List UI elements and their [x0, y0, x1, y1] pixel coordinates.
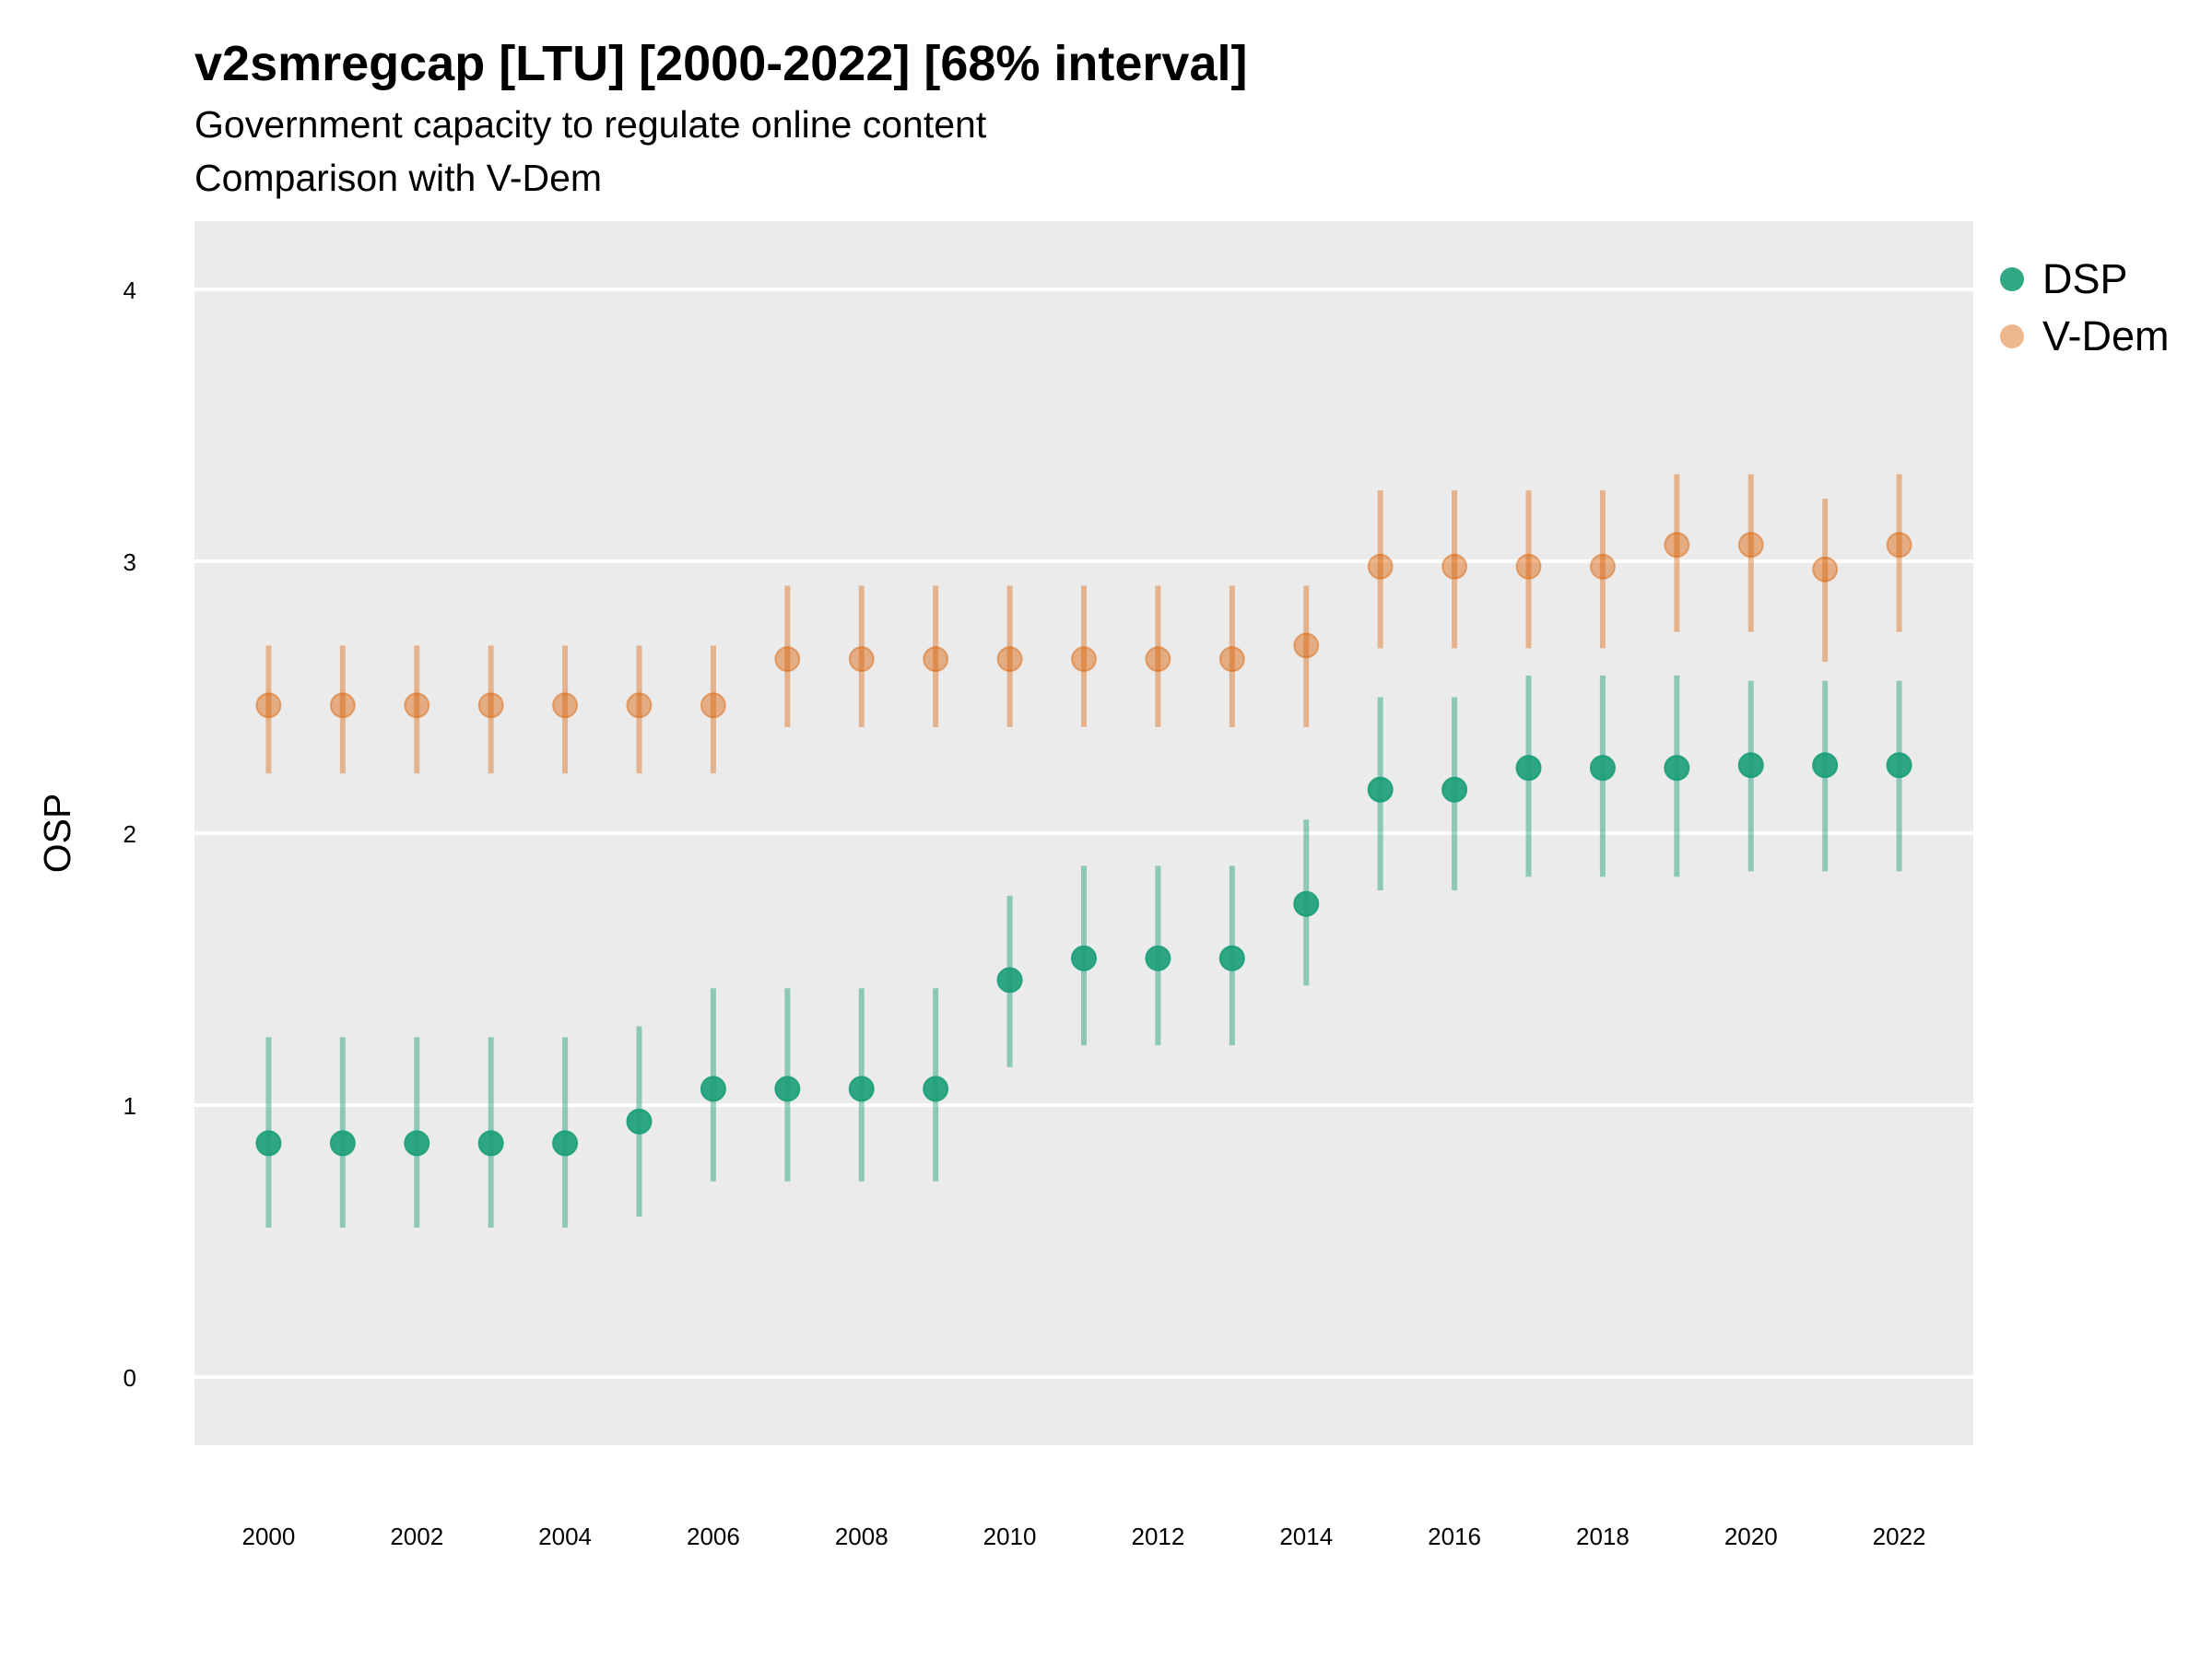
legend-marker-dsp [2000, 267, 2024, 291]
point-dsp-2016 [1441, 776, 1468, 803]
x-tick-label-2006: 2006 [687, 1523, 740, 1550]
point-vdem-2000 [255, 692, 282, 719]
point-dsp-2012 [1145, 945, 1171, 971]
x-tick-label-2002: 2002 [390, 1523, 443, 1550]
point-dsp-2000 [255, 1130, 282, 1157]
point-dsp-2006 [700, 1076, 726, 1102]
grid-lines [194, 287, 1973, 1380]
x-tick-label-2000: 2000 [241, 1523, 295, 1550]
point-dsp-2001 [329, 1130, 356, 1157]
point-vdem-2016 [1441, 553, 1468, 580]
point-dsp-2014 [1293, 890, 1320, 917]
point-vdem-2006 [700, 692, 726, 719]
chart-subtitle-comparison: Comparison with V-Dem [194, 157, 603, 199]
point-dsp-2019 [1664, 755, 1690, 782]
point-vdem-2020 [1737, 532, 1764, 559]
point-vdem-2008 [848, 646, 875, 673]
point-dsp-2005 [626, 1108, 653, 1135]
legend-label-vdem: V-Dem [2042, 312, 2170, 359]
legend: DSP V-Dem [2000, 251, 2170, 365]
point-vdem-2018 [1589, 553, 1616, 580]
point-vdem-2004 [552, 692, 579, 719]
point-vdem-2019 [1664, 532, 1690, 559]
y-axis-ticks: 0 1 2 3 4 [124, 276, 136, 1392]
y-tick-label-2: 2 [124, 820, 136, 848]
x-tick-label-2004: 2004 [538, 1523, 592, 1550]
point-vdem-2017 [1515, 553, 1542, 580]
point-dsp-2022 [1886, 752, 1912, 779]
point-vdem-2021 [1812, 556, 1839, 582]
point-dsp-2008 [848, 1076, 875, 1102]
series-vdem [255, 474, 1912, 774]
y-tick-label-1: 1 [124, 1092, 136, 1120]
legend-item-dsp: DSP [2000, 251, 2170, 308]
legend-item-vdem: V-Dem [2000, 308, 2170, 365]
point-vdem-2013 [1218, 646, 1245, 673]
point-dsp-2010 [996, 967, 1023, 994]
point-vdem-2001 [329, 692, 356, 719]
legend-label-dsp: DSP [2042, 255, 2128, 302]
point-vdem-2012 [1145, 646, 1171, 673]
point-vdem-2011 [1071, 646, 1097, 673]
y-axis-label: OSP [36, 794, 78, 874]
point-vdem-2022 [1886, 532, 1912, 559]
x-tick-label-2008: 2008 [835, 1523, 888, 1550]
point-vdem-2014 [1293, 632, 1320, 659]
point-vdem-2003 [477, 692, 504, 719]
y-tick-label-0: 0 [124, 1364, 136, 1392]
series-dsp [255, 675, 1912, 1228]
point-vdem-2015 [1367, 553, 1394, 580]
x-tick-label-2016: 2016 [1428, 1523, 1481, 1550]
point-dsp-2017 [1515, 755, 1542, 782]
point-dsp-2020 [1737, 752, 1764, 779]
x-tick-label-2014: 2014 [1279, 1523, 1333, 1550]
point-dsp-2013 [1218, 945, 1245, 971]
point-dsp-2018 [1589, 755, 1616, 782]
legend-marker-vdem [2000, 324, 2024, 348]
x-axis-ticks: 2000 2002 2004 2006 2008 2010 2012 2014 2016 2018… [241, 1523, 1925, 1550]
x-tick-label-2010: 2010 [983, 1523, 1037, 1550]
point-dsp-2021 [1812, 752, 1839, 779]
point-dsp-2002 [404, 1130, 430, 1157]
y-tick-label-4: 4 [124, 276, 136, 304]
x-tick-label-2018: 2018 [1576, 1523, 1630, 1550]
x-tick-label-2022: 2022 [1873, 1523, 1926, 1550]
x-tick-label-2020: 2020 [1724, 1523, 1778, 1550]
point-vdem-2005 [626, 692, 653, 719]
y-tick-label-3: 3 [124, 548, 136, 576]
point-dsp-2015 [1367, 776, 1394, 803]
data-marks [255, 474, 1912, 1228]
point-vdem-2010 [996, 646, 1023, 673]
point-dsp-2009 [923, 1076, 949, 1102]
point-vdem-2009 [923, 646, 949, 673]
point-dsp-2003 [477, 1130, 504, 1157]
point-dsp-2004 [552, 1130, 579, 1157]
point-dsp-2011 [1071, 945, 1097, 971]
point-vdem-2007 [774, 646, 801, 673]
point-vdem-2002 [404, 692, 430, 719]
chart-title: v2smregcap [LTU] [2000-2022] [68% interv… [194, 36, 1248, 91]
chart-subtitle: Government capacity to regulate online c… [194, 103, 987, 146]
x-tick-label-2012: 2012 [1131, 1523, 1184, 1550]
point-dsp-2007 [774, 1076, 801, 1102]
